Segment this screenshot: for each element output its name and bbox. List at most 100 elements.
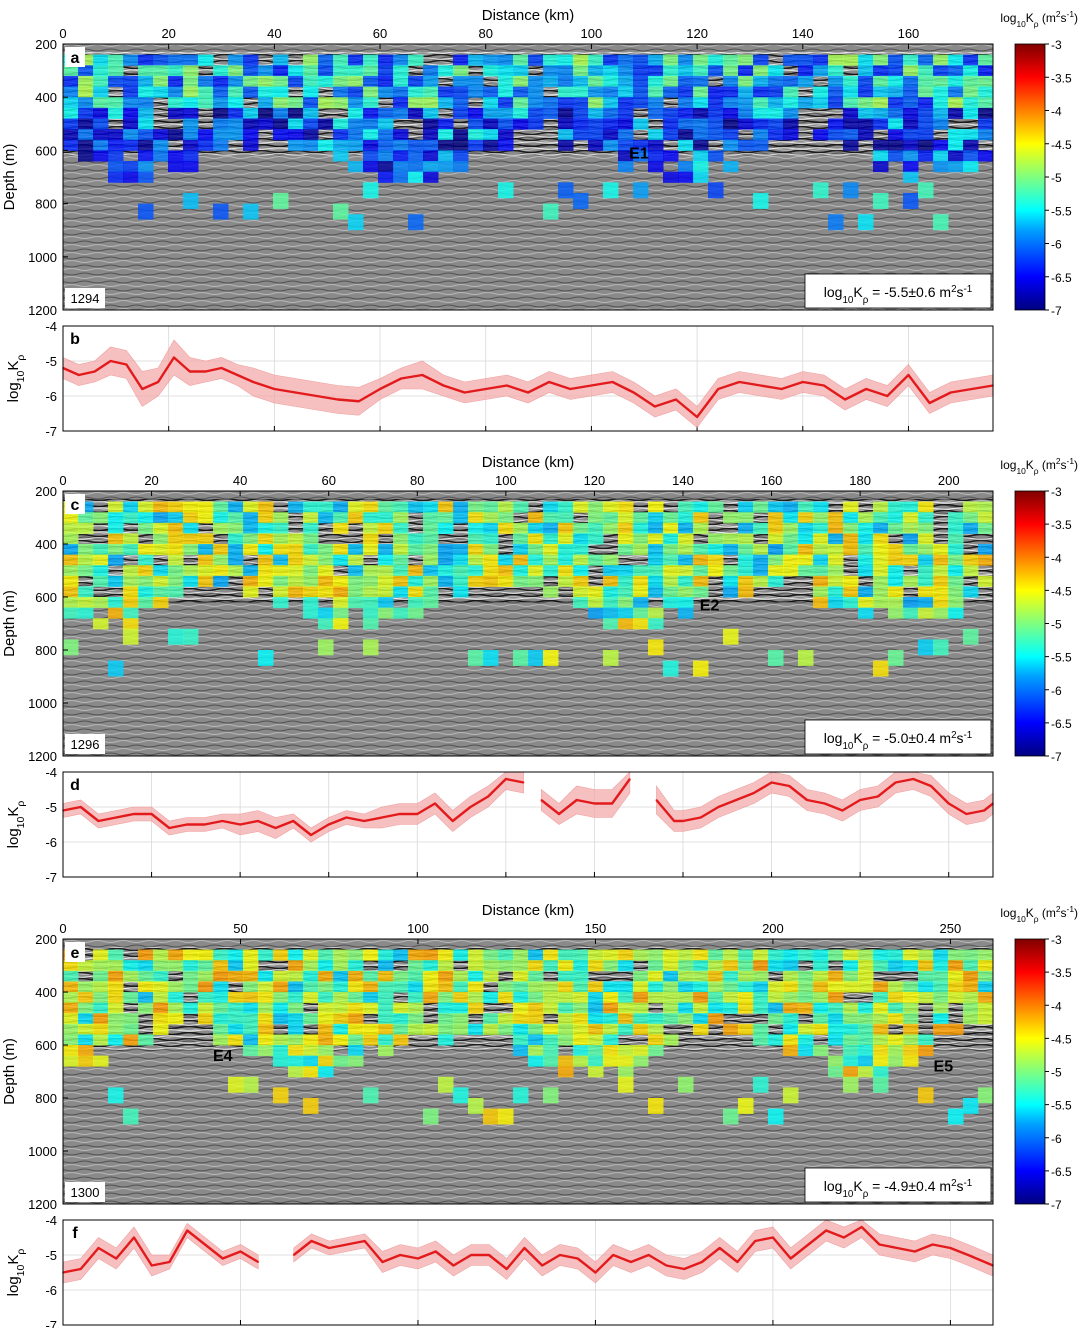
diffusivity-cell [198, 501, 214, 513]
diffusivity-cell [768, 650, 784, 666]
diffusivity-cell [813, 512, 829, 524]
colorbar-tick-label: -4 [1051, 999, 1062, 1013]
diffusivity-cell [888, 118, 904, 130]
diffusivity-cell [573, 65, 589, 77]
colorbar-tick-label: -6 [1051, 1132, 1062, 1146]
diffusivity-cell [393, 544, 409, 556]
diffusivity-cell [903, 118, 919, 130]
diffusivity-cell [783, 129, 799, 141]
diffusivity-cell [933, 992, 949, 1004]
diffusivity-cell [828, 118, 844, 130]
diffusivity-cell [93, 992, 109, 1004]
diffusivity-cell [753, 565, 769, 577]
diffusivity-cell [468, 992, 484, 1004]
diffusivity-cell [258, 949, 274, 961]
diffusivity-cell [63, 129, 79, 141]
diffusivity-cell [123, 1034, 139, 1046]
data-point [345, 816, 348, 819]
data-point [189, 370, 191, 373]
diffusivity-cell [453, 565, 469, 577]
diffusivity-cell [258, 512, 274, 524]
diffusivity-cell [588, 586, 604, 598]
diffusivity-cell [438, 1076, 454, 1093]
diffusivity-cell [888, 597, 904, 609]
diffusivity-cell [813, 586, 829, 598]
diffusivity-cell [903, 54, 919, 66]
diffusivity-cell [303, 86, 319, 98]
diffusivity-cell [723, 981, 739, 993]
diffusivity-cell [888, 139, 904, 151]
diffusivity-cell [198, 960, 214, 972]
diffusivity-cell [288, 1055, 304, 1067]
diffusivity-cell [873, 192, 889, 209]
diffusivity-cell [693, 981, 709, 993]
diffusivity-cell [168, 512, 184, 524]
diffusivity-cell [288, 544, 304, 556]
diffusivity-cell [288, 129, 304, 141]
diffusivity-cell [348, 129, 364, 141]
diffusivity-cell [333, 586, 349, 598]
diffusivity-cell [918, 544, 934, 556]
diffusivity-cell [783, 949, 799, 961]
diffusivity-cell [558, 1034, 574, 1046]
diffusivity-cell [543, 960, 559, 972]
diffusivity-cell [543, 54, 559, 66]
diffusivity-cell [588, 1066, 604, 1078]
diffusivity-cell [408, 597, 424, 609]
diffusivity-cell [603, 960, 619, 972]
diffusivity-cell [423, 97, 439, 109]
data-point [93, 370, 96, 373]
diffusivity-cell [213, 949, 229, 961]
diffusivity-cell [963, 981, 979, 993]
data-point [484, 388, 487, 390]
data-point [699, 816, 702, 819]
y-axis-label: log10Kρ [5, 801, 27, 849]
diffusivity-cell [663, 960, 679, 972]
diffusivity-cell [153, 150, 169, 162]
diffusivity-cell [498, 1108, 514, 1125]
data-point [632, 391, 635, 394]
diffusivity-cell [108, 660, 124, 677]
diffusivity-cell [888, 544, 904, 556]
diffusivity-cell [348, 554, 364, 566]
diffusivity-cell [108, 992, 124, 1004]
diffusivity-cell [633, 586, 649, 598]
diffusivity-cell [768, 512, 784, 524]
diffusivity-cell [513, 981, 529, 993]
diffusivity-cell [753, 544, 769, 556]
diffusivity-cell [168, 75, 184, 88]
diffusivity-cell [78, 586, 94, 598]
diffusivity-cell [783, 107, 799, 119]
data-point [346, 1243, 348, 1246]
diffusivity-cell [453, 1002, 469, 1014]
diffusivity-cell [678, 1002, 694, 1014]
diffusivity-cell [873, 1055, 889, 1067]
diffusivity-cell [123, 607, 139, 619]
diffusivity-cell [183, 65, 199, 77]
diffusivity-cell [408, 565, 424, 577]
diffusivity-cell [858, 1013, 874, 1025]
diffusivity-cell [213, 544, 229, 556]
diffusivity-cell [843, 1013, 859, 1025]
colorbar-tick-label: -5.5 [1051, 204, 1072, 218]
diffusivity-cell [513, 554, 529, 566]
diffusivity-cell [963, 150, 979, 162]
data-point [894, 781, 897, 784]
diffusivity-cell [648, 54, 664, 66]
diffusivity-cell [963, 960, 979, 972]
data-point [569, 388, 572, 390]
data-point [399, 1254, 402, 1256]
diffusivity-cell [603, 650, 619, 666]
data-point [753, 792, 755, 794]
diffusivity-cell [138, 597, 154, 609]
diffusivity-cell [213, 512, 229, 524]
diffusivity-cell [948, 139, 964, 151]
diffusivity-cell [348, 1013, 364, 1025]
diffusivity-cell [378, 129, 394, 141]
diffusivity-cell [798, 1002, 814, 1014]
diffusivity-cell [633, 1055, 649, 1067]
data-point [541, 1264, 543, 1267]
diffusivity-cell [663, 597, 679, 609]
